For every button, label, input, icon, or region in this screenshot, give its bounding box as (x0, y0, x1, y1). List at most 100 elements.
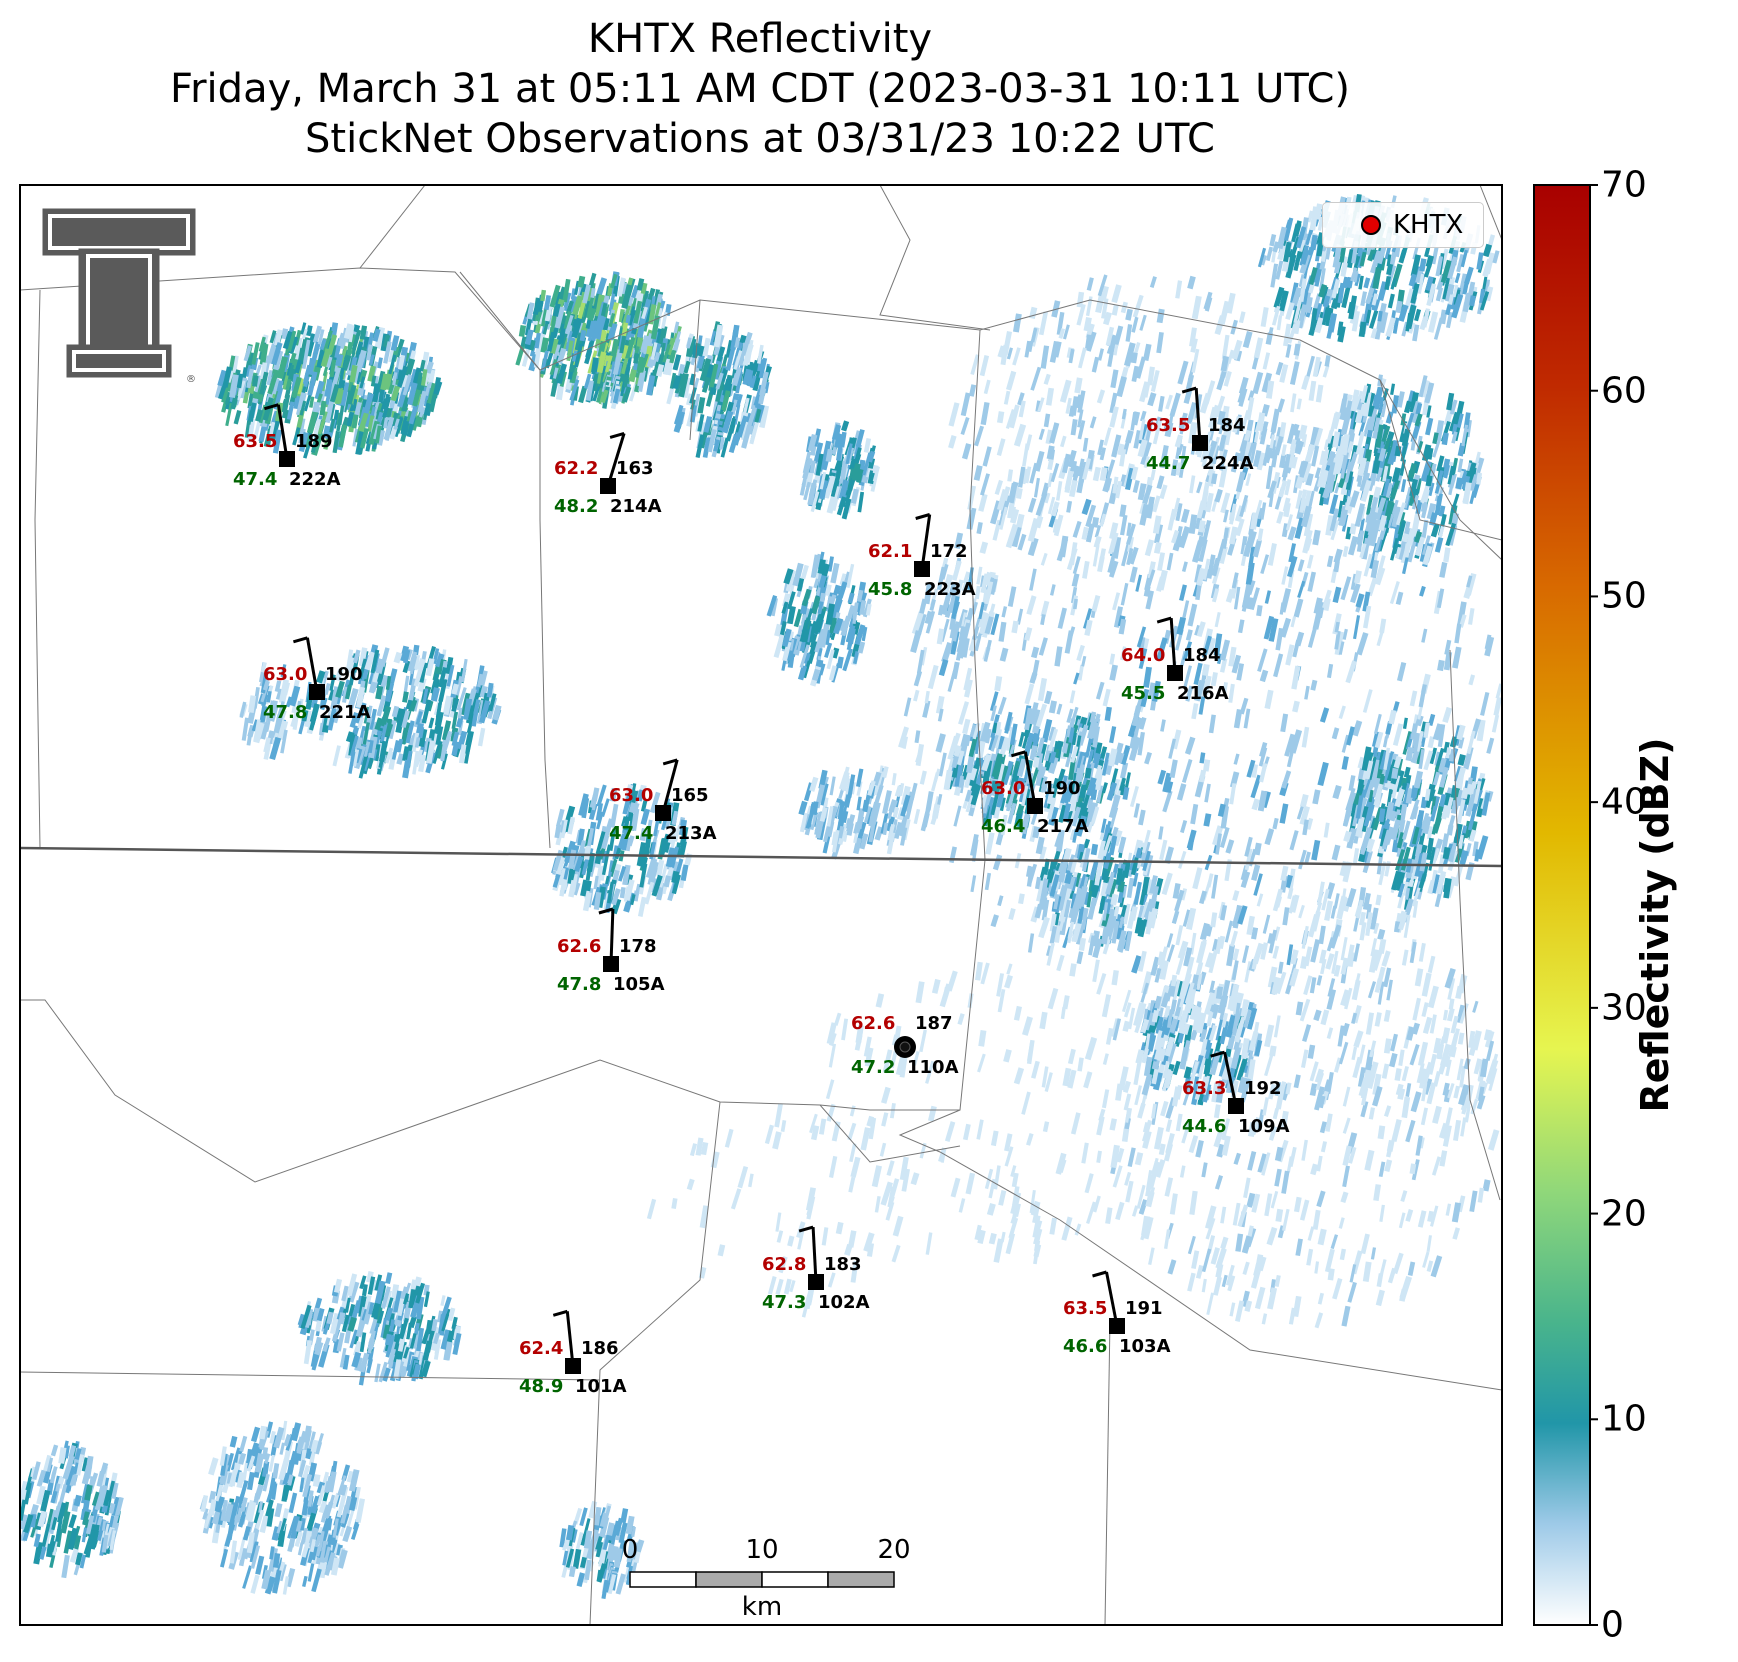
station-id: 222A (289, 469, 341, 490)
wind-barb-shaft (609, 908, 615, 965)
station-dewpoint: 46.6 (1063, 1336, 1107, 1357)
wind-barb-shaft (811, 1227, 818, 1283)
chart-title: KHTX Reflectivity Friday, March 31 at 05… (0, 14, 1520, 164)
colorbar-tick-label: 40 (1601, 781, 1647, 823)
station-wind-direction: 183 (824, 1254, 862, 1275)
scale-tick-0: 0 (622, 1535, 639, 1565)
station-dewpoint: 47.8 (557, 974, 601, 995)
wind-barb-shaft (661, 759, 679, 814)
station-id: 224A (1202, 453, 1254, 474)
station-wind-direction: 190 (1043, 778, 1081, 799)
station-marker-icon (1167, 665, 1183, 681)
station-217A[interactable]: 63.0 190 46.4 217A (981, 750, 1089, 837)
station-110A[interactable]: 62.6 187 47.2 110A (851, 1013, 959, 1078)
station-223A[interactable]: 62.1 172 45.8 223A (868, 513, 976, 601)
station-213A[interactable]: 63.0 165 47.4 213A (609, 758, 717, 844)
station-marker-icon (655, 805, 671, 821)
station-temperature: 62.2 (554, 458, 598, 479)
station-dewpoint: 47.4 (609, 823, 653, 844)
station-temperature: 63.0 (609, 785, 653, 806)
station-marker-icon (279, 451, 295, 467)
station-wind-direction: 191 (1125, 1298, 1163, 1319)
station-214A[interactable]: 62.2 163 48.2 214A (554, 431, 662, 517)
wind-barb-flag (798, 1225, 814, 1233)
station-dewpoint: 45.8 (868, 579, 912, 600)
station-id: 223A (924, 579, 976, 600)
station-221A[interactable]: 63.0 190 47.8 221A (263, 636, 371, 723)
station-id: 213A (665, 823, 717, 844)
county-boundaries (20, 185, 1502, 1625)
station-wind-direction: 184 (1183, 645, 1221, 666)
station-dewpoint: 45.5 (1121, 683, 1165, 704)
station-dewpoint: 47.4 (233, 469, 277, 490)
wind-barb-shaft (565, 1311, 575, 1367)
station-marker-icon (1027, 798, 1043, 814)
station-dewpoint: 47.3 (762, 1292, 806, 1313)
station-224A[interactable]: 63.5 184 44.7 224A (1146, 386, 1254, 474)
station-marker-icon (565, 1358, 581, 1374)
station-wind-direction: 192 (1244, 1078, 1282, 1099)
radar-site-marker[interactable] (894, 1036, 916, 1058)
title-line-1: KHTX Reflectivity (587, 16, 933, 62)
wind-barb-shaft (1169, 617, 1177, 674)
station-marker-icon (1192, 435, 1208, 451)
colorbar-tick-label: 10 (1601, 1398, 1647, 1440)
radar-legend-dot-icon (1361, 215, 1381, 235)
wind-barb-flag (552, 1309, 568, 1317)
station-109A[interactable]: 63.3 192 44.6 109A (1182, 1050, 1290, 1137)
wind-barb-shaft (276, 404, 289, 460)
station-dewpoint: 47.2 (851, 1057, 895, 1078)
wind-barb-shaft (1194, 387, 1202, 444)
station-wind-direction: 178 (619, 936, 657, 957)
colorbar-tick-label: 50 (1601, 575, 1647, 617)
station-102A[interactable]: 62.8 183 47.3 102A (762, 1225, 870, 1313)
wind-barb-shaft (1023, 751, 1037, 807)
wind-barb-flag (915, 513, 931, 520)
legend-label: KHTX (1393, 210, 1464, 240)
colorbar-tick-label: 60 (1601, 370, 1647, 412)
colorbar (1533, 184, 1598, 1626)
colorbar-tick-label: 30 (1601, 987, 1647, 1029)
wind-barb-shaft (1223, 1051, 1238, 1107)
map-border (19, 184, 1503, 1626)
station-dewpoint: 48.2 (554, 496, 598, 517)
station-103A[interactable]: 63.5 191 46.6 103A (1063, 1270, 1171, 1357)
colorbar-gradient (1533, 184, 1591, 1626)
station-marker-icon (1109, 1318, 1125, 1334)
station-216A[interactable]: 64.0 184 45.5 216A (1121, 616, 1229, 704)
state-boundary (20, 846, 1502, 868)
title-line-2: Friday, March 31 at 05:11 AM CDT (2023-0… (170, 66, 1350, 112)
colorbar-tick-label: 20 (1601, 1193, 1647, 1235)
station-temperature: 63.0 (263, 664, 307, 685)
station-101A[interactable]: 62.4 186 48.9 101A (519, 1309, 627, 1397)
wind-barb-flag (292, 636, 308, 644)
station-wind-direction: 186 (581, 1338, 619, 1359)
wind-barb-shaft (606, 432, 626, 487)
wind-barb-flag (1181, 386, 1197, 394)
station-dewpoint: 44.6 (1182, 1116, 1226, 1137)
title-line-3: StickNet Observations at 03/31/23 10:22 … (305, 116, 1215, 162)
map-legend: KHTX (1322, 202, 1484, 248)
station-dewpoint: 47.8 (263, 702, 307, 723)
station-marker-icon (603, 956, 619, 972)
station-id: 110A (907, 1057, 959, 1078)
colorbar-tick-label: 70 (1601, 164, 1647, 206)
scale-bar: 0 10 20 km (622, 1535, 911, 1622)
station-temperature: 63.3 (1182, 1078, 1226, 1099)
station-222A[interactable]: 63.5 189 47.4 222A (233, 403, 341, 490)
station-temperature: 62.6 (851, 1013, 895, 1034)
wind-barb-shaft (920, 514, 932, 570)
station-temperature: 63.0 (981, 778, 1025, 799)
station-temperature: 63.5 (233, 431, 277, 452)
station-wind-direction: 165 (671, 785, 709, 806)
station-105A[interactable]: 62.6 178 47.8 105A (557, 907, 665, 995)
wind-barb-flag (662, 758, 678, 766)
station-id: 102A (818, 1292, 870, 1313)
station-id: 101A (575, 1376, 627, 1397)
wind-barb-flag (1010, 750, 1026, 758)
station-wind-direction: 190 (325, 664, 363, 685)
station-id: 103A (1119, 1336, 1171, 1357)
station-plots: 63.5 189 47.4 222A 62.2 163 48.2 214A 62.1 172 45.… (233, 386, 1290, 1397)
station-dewpoint: 44.7 (1146, 453, 1190, 474)
